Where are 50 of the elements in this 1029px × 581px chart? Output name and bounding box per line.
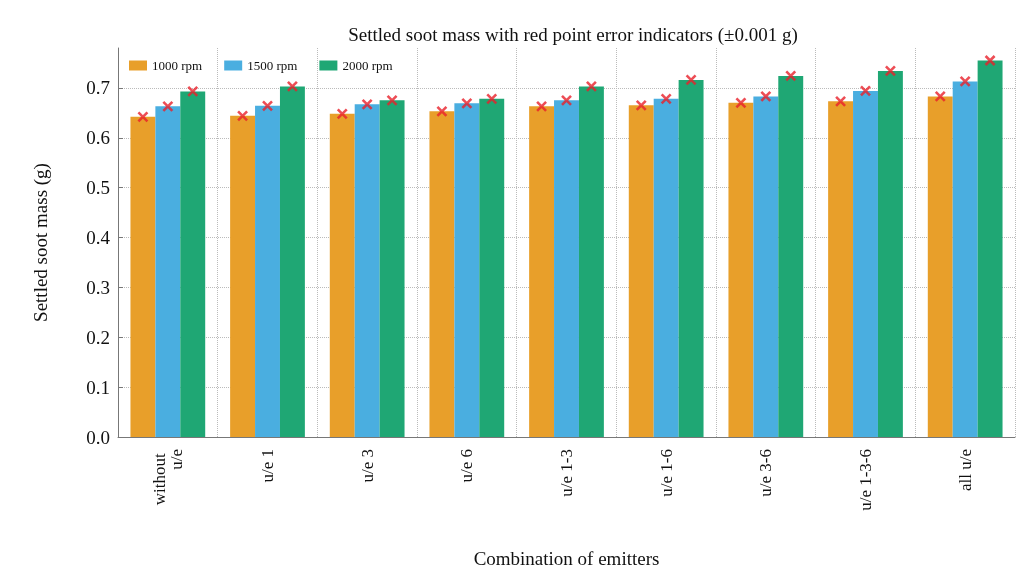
bar [529, 106, 555, 437]
bar [255, 105, 280, 437]
bar [653, 98, 679, 437]
bar [728, 102, 754, 437]
bar [977, 60, 1003, 437]
bar [354, 104, 380, 437]
y-tick-label: 0.0 [86, 426, 110, 448]
bar [454, 103, 480, 437]
bar [678, 79, 704, 437]
bar [155, 106, 181, 437]
y-tick-label: 0.1 [86, 376, 110, 398]
bar [479, 98, 505, 437]
bar [952, 81, 978, 437]
y-tick-label: 0.7 [86, 77, 110, 99]
x-tick-label: u/e 1-3 [557, 449, 576, 497]
x-tick-label: u/e 1 [258, 449, 277, 483]
y-tick-label: 0.5 [86, 177, 110, 199]
legend-label: 1000 rpm [152, 58, 203, 73]
x-axis-title: Combination of emitters [473, 548, 660, 569]
bar [279, 86, 305, 437]
bar [853, 90, 878, 437]
y-axis-title: Settled soot mass (g) [30, 163, 52, 322]
bar [130, 116, 156, 437]
legend-label: 1500 rpm [247, 58, 298, 73]
bar [578, 86, 604, 437]
bar [554, 100, 579, 437]
y-tick-label: 0.4 [86, 227, 111, 249]
bar [877, 70, 903, 437]
x-tick-label: u/e 3 [357, 449, 377, 483]
y-tick-label: 0.2 [86, 326, 110, 348]
bar [379, 100, 405, 437]
x-tick-label: u/e 3-6 [756, 449, 776, 497]
y-tick-label: 0.6 [86, 127, 110, 149]
chart-title: Settled soot mass with red point error indicators (±0.001 g) [348, 24, 798, 46]
bar [180, 91, 206, 437]
x-tick-label: u/e 1-3-6 [856, 449, 875, 511]
bar [828, 101, 854, 437]
bar [778, 75, 804, 437]
bar [230, 115, 256, 437]
x-tick-label: all u/e [955, 449, 975, 492]
bar [927, 96, 953, 437]
bar [429, 111, 455, 437]
bar [753, 96, 779, 437]
bar [628, 105, 654, 437]
x-tick-label: without u/e [149, 449, 186, 506]
x-tick-label: u/e 1-6 [656, 449, 676, 497]
bar [329, 113, 355, 437]
y-tick-label: 0.3 [86, 276, 110, 298]
legend-label: 2000 rpm [342, 58, 393, 73]
x-tick-label: u/e 6 [457, 449, 477, 483]
